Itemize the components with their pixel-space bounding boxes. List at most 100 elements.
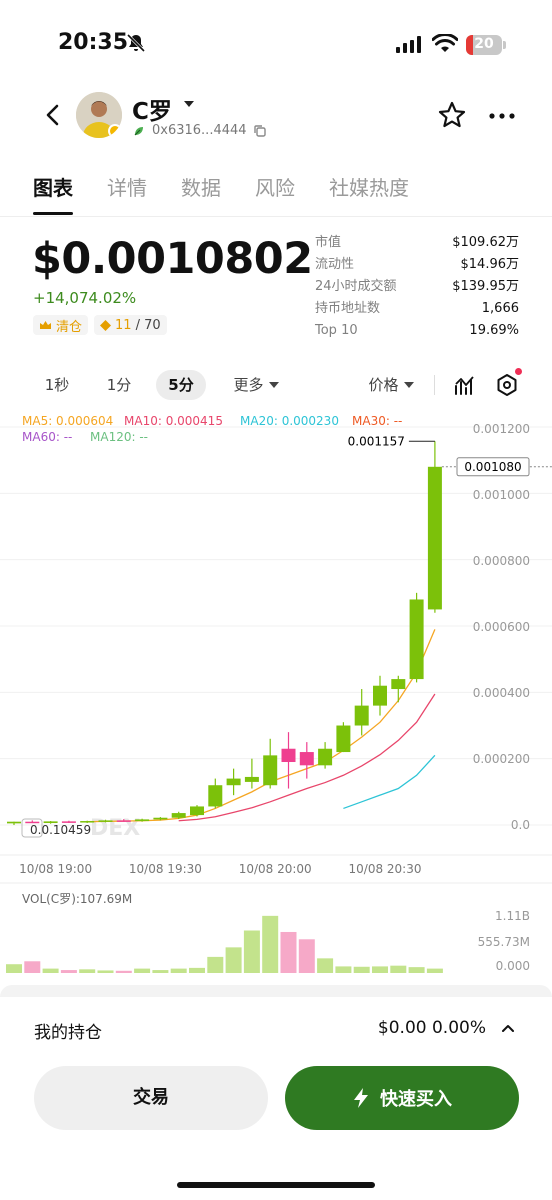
volume-bar	[60, 970, 77, 973]
candle-body	[98, 820, 113, 822]
trade-button[interactable]: 交易	[34, 1066, 268, 1130]
token-avatar[interactable]	[76, 92, 122, 138]
rank-chip[interactable]: 11 / 70	[94, 315, 167, 335]
candle-body	[391, 679, 406, 690]
timeframe-1s[interactable]: 1秒	[44, 376, 70, 394]
volume-label: VOL(C罗):107.69M	[22, 892, 132, 906]
quick-buy-label: 快速买入	[380, 1089, 452, 1110]
chain-icon	[134, 126, 143, 135]
price-chart[interactable]: DEX MA5: 0.000604 MA10: 0.000415 MA20: 0…	[0, 405, 552, 975]
x-axis-labels: 10/08 19:00 10/08 19:30 10/08 20:00 10/0…	[19, 862, 421, 876]
tabs-divider	[0, 216, 552, 217]
ma120-label: MA120: --	[90, 430, 148, 444]
candle-body	[281, 748, 296, 763]
tab-risk[interactable]: 风险	[255, 176, 295, 200]
tab-chart[interactable]: 图表	[33, 172, 73, 215]
clear-position-chip[interactable]: 清仓	[33, 315, 89, 335]
candle-body	[61, 821, 76, 823]
stat-key: Top 10	[315, 323, 358, 338]
y-axis-labels: 0.001200 0.001000 0.000800 0.000600 0.00…	[473, 422, 530, 832]
volume-bar	[372, 966, 388, 973]
candle-body	[299, 752, 314, 766]
stat-key: 流动性	[315, 257, 355, 272]
volume-bar	[335, 966, 352, 973]
low-marker-box	[21, 818, 43, 838]
volume-bar	[152, 970, 169, 973]
token-switch-caret-icon[interactable]	[184, 101, 194, 107]
candle-body	[190, 806, 204, 816]
candle-body	[409, 599, 424, 680]
battery-icon: 20	[466, 35, 502, 55]
y-tick-label: 0.001000	[473, 488, 530, 502]
market-stats: 市值 $109.62万 流动性 $14.96万 24小时成交额 $139.95万 持币…	[315, 232, 519, 342]
tab-details[interactable]: 详情	[107, 176, 147, 200]
quick-buy-button[interactable]: 快速买入	[285, 1066, 519, 1130]
holdings-label: 我的持仓	[34, 1023, 102, 1043]
candle-body	[354, 705, 369, 726]
candle-body	[373, 685, 387, 706]
tab-data[interactable]: 数据	[181, 176, 221, 200]
stat-value: 1,666	[481, 301, 519, 316]
volume-bar	[262, 915, 279, 973]
candle-body	[135, 819, 150, 822]
chart-watermark: DEX	[90, 816, 140, 841]
y-tick-label: 0.001200	[473, 422, 530, 436]
ma30-label: MA30: --	[352, 414, 402, 428]
holdings-value: $0.00 0.00%	[377, 1018, 486, 1038]
favorite-star-icon[interactable]	[437, 100, 467, 130]
ma5-label: MA5: 0.000604	[22, 414, 113, 428]
volume-bar	[6, 964, 22, 973]
candle-body	[263, 755, 278, 786]
stat-row: 流动性 $14.96万	[315, 254, 519, 276]
token-address: 0x6316...4444	[152, 123, 247, 138]
sheet-divider	[0, 985, 552, 997]
chevron-down-icon	[403, 382, 414, 388]
timeframe-5m[interactable]: 5分	[156, 370, 206, 400]
battery-tip	[503, 41, 506, 49]
back-arrow-icon[interactable]	[38, 100, 68, 130]
x-tick-label: 10/08 20:00	[239, 862, 312, 876]
copy-icon[interactable]	[253, 124, 267, 138]
ma10-line	[178, 693, 436, 822]
tab-social[interactable]: 社媒热度	[329, 176, 409, 200]
volume-bar	[97, 970, 114, 973]
price-mode-select[interactable]: 价格	[360, 370, 422, 400]
token-name[interactable]: C罗	[132, 99, 172, 125]
status-bar: 20:35 20	[0, 0, 552, 90]
status-time: 20:35	[58, 30, 129, 55]
current-price: $0.0010802	[32, 234, 313, 284]
volume-bars	[6, 915, 443, 973]
moving-average-lines	[87, 629, 436, 823]
volume-bar	[24, 961, 41, 973]
section-tabs: 图表 详情 数据 风险 社媒热度	[33, 172, 409, 215]
stat-key: 持币地址数	[315, 301, 381, 316]
diamond-icon	[100, 319, 112, 331]
clear-position-label: 清仓	[56, 319, 83, 335]
high-price-label: 0.001157	[348, 434, 405, 448]
chevron-up-icon[interactable]	[500, 1020, 516, 1036]
volume-bar	[353, 966, 370, 973]
rank-value: 11	[115, 317, 132, 333]
timeframe-1m[interactable]: 1分	[106, 376, 132, 394]
rank-total: / 70	[135, 317, 161, 333]
price-chips: 清仓 11 / 70	[33, 315, 167, 335]
volume-tick-label: 0.000	[496, 959, 530, 973]
candle-body	[43, 821, 58, 824]
battery-level: 20	[474, 36, 494, 52]
indicator-icon[interactable]	[454, 374, 476, 396]
chart-settings-icon[interactable]	[495, 373, 519, 397]
chevron-down-icon	[268, 382, 279, 388]
candle-body	[80, 821, 95, 823]
candle-body	[427, 466, 442, 610]
candle-body	[25, 821, 40, 824]
timeframe-more[interactable]: 更多	[226, 370, 286, 400]
stat-value: $139.95万	[452, 279, 519, 294]
x-tick-label: 10/08 19:00	[19, 862, 92, 876]
more-options-icon[interactable]	[488, 112, 516, 120]
home-indicator	[177, 1182, 375, 1188]
crown-icon	[40, 320, 51, 329]
stat-row: 24小时成交额 $139.95万	[315, 276, 519, 298]
price-mode-label: 价格	[368, 376, 399, 394]
toolbar-separator	[434, 375, 435, 395]
candle-body	[244, 776, 259, 782]
